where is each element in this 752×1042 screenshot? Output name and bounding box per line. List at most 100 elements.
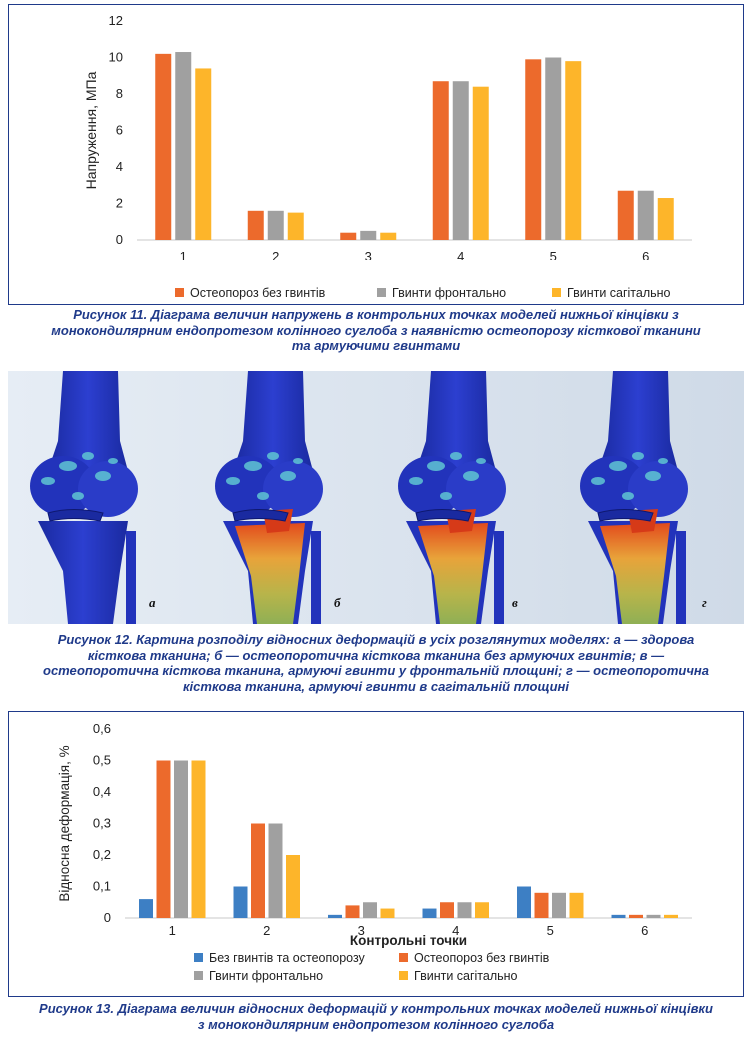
bar bbox=[611, 914, 626, 918]
y-tick-label: 10 bbox=[109, 50, 123, 65]
y-tick-label: 6 bbox=[116, 123, 123, 138]
legend-label: Гвинти фронтально bbox=[392, 286, 507, 300]
strain-patch bbox=[293, 458, 303, 464]
legend-label: Без гвинтів та остеопорозу bbox=[209, 951, 365, 965]
y-tick-label: 0,3 bbox=[93, 816, 111, 831]
figure-11-caption: Рисунок 11. Діаграма величин напружень в… bbox=[51, 307, 701, 353]
strain-patch bbox=[476, 458, 486, 464]
bar bbox=[525, 59, 542, 241]
strain-patch bbox=[226, 477, 240, 485]
femur-shaft bbox=[598, 371, 678, 471]
strain-patch bbox=[409, 477, 423, 485]
strain-patch bbox=[427, 461, 445, 471]
bar bbox=[174, 760, 188, 918]
panel-label-v: в bbox=[512, 595, 518, 610]
strain-patch bbox=[658, 458, 668, 464]
knee-model bbox=[398, 371, 506, 624]
figure-13-legend: Без гвинтів та остеопорозу Остеопороз бе… bbox=[9, 951, 742, 995]
medial-condyle bbox=[30, 456, 96, 516]
fibula bbox=[126, 531, 136, 624]
legend-label: Остеопороз без гвинтів bbox=[190, 286, 326, 300]
bar bbox=[517, 886, 531, 918]
bar bbox=[664, 914, 678, 918]
medial-condyle bbox=[580, 456, 646, 516]
legend-item: Гвинти сагітально bbox=[399, 969, 518, 983]
strain-patch bbox=[450, 452, 462, 460]
fibula bbox=[494, 531, 504, 624]
figure-11-legend: Остеопороз без гвинтів Гвинти фронтально… bbox=[9, 286, 742, 304]
bar bbox=[175, 52, 192, 241]
bar bbox=[286, 855, 300, 918]
bar bbox=[534, 892, 549, 918]
bar bbox=[422, 908, 437, 918]
stress-bar-chart: 024681012123456Контрольні точкиНапруженн… bbox=[83, 13, 692, 260]
knee-model bbox=[30, 371, 138, 624]
figure-11-chart: 024681012123456Контрольні точкиНапруженн… bbox=[8, 4, 744, 305]
bar bbox=[360, 230, 377, 240]
strain-patch bbox=[41, 477, 55, 485]
lateral-condyle bbox=[628, 461, 688, 517]
bar bbox=[139, 899, 153, 918]
bar bbox=[565, 61, 582, 241]
strain-patch bbox=[59, 461, 77, 471]
y-axis-title: Напруження, МПа bbox=[83, 71, 99, 189]
bar bbox=[637, 190, 654, 240]
legend-swatch-yellow bbox=[552, 288, 561, 298]
legend-item: Остеопороз без гвинтів bbox=[399, 951, 549, 965]
legend-item: Гвинти фронтально bbox=[377, 286, 506, 300]
y-axis-title: Відносна деформація, % bbox=[57, 745, 72, 901]
strain-patch bbox=[82, 452, 94, 460]
bar bbox=[156, 760, 171, 918]
x-tick-label: 5 bbox=[547, 923, 554, 938]
bar bbox=[247, 210, 264, 240]
legend-label: Гвинти сагітально bbox=[414, 969, 518, 983]
figure-12-caption: Рисунок 12. Картина розподілу відносних … bbox=[43, 632, 709, 694]
x-tick-label: 1 bbox=[169, 923, 176, 938]
bar bbox=[646, 914, 661, 918]
bar bbox=[617, 190, 634, 240]
y-tick-label: 0,2 bbox=[93, 847, 111, 862]
bar bbox=[328, 914, 342, 918]
tibia bbox=[38, 521, 128, 624]
strain-patch bbox=[591, 477, 605, 485]
knee-model bbox=[215, 371, 323, 624]
legend-item: Остеопороз без гвинтів bbox=[175, 286, 325, 300]
legend-label: Гвинти сагітально bbox=[567, 286, 671, 300]
strain-patch bbox=[108, 458, 118, 464]
legend-item: Гвинти сагітально bbox=[552, 286, 671, 300]
femur-shaft bbox=[416, 371, 496, 471]
y-tick-label: 0,1 bbox=[93, 879, 111, 894]
legend-item: Без гвинтів та остеопорозу bbox=[194, 951, 365, 965]
bar bbox=[432, 81, 449, 240]
knee-model bbox=[580, 371, 688, 624]
bar bbox=[287, 212, 304, 240]
x-tick-label: 3 bbox=[358, 923, 365, 938]
implant-tray bbox=[415, 509, 472, 522]
strain-patch bbox=[280, 471, 296, 481]
y-tick-label: 2 bbox=[116, 196, 123, 211]
bar bbox=[552, 892, 566, 918]
x-tick-label: 3 bbox=[365, 249, 372, 260]
bar bbox=[345, 905, 360, 918]
panel-label-a: а bbox=[149, 595, 156, 610]
strain-patch bbox=[440, 492, 452, 500]
deformation-bar-chart: 0 0,1 0,2 0,3 0,4 0,5 0,6 1 2 3 4 5 6 Контрольні точк… bbox=[57, 721, 692, 948]
y-tick-label: 0 bbox=[104, 910, 111, 925]
strain-patch bbox=[72, 492, 84, 500]
bar bbox=[545, 57, 562, 240]
legend-swatch-orange bbox=[399, 953, 408, 963]
strain-patch bbox=[95, 471, 111, 481]
x-tick-label: 1 bbox=[180, 249, 187, 260]
bar bbox=[569, 892, 584, 918]
medial-condyle bbox=[215, 456, 281, 516]
bar bbox=[629, 914, 643, 918]
femur-shaft bbox=[48, 371, 128, 471]
bar bbox=[195, 68, 212, 240]
strain-patch bbox=[244, 461, 262, 471]
lateral-condyle bbox=[446, 461, 506, 517]
bar bbox=[267, 210, 284, 240]
panel-label-g: г bbox=[702, 595, 707, 610]
medial-condyle bbox=[398, 456, 464, 516]
bar bbox=[268, 823, 283, 918]
figure-13-chart: 0 0,1 0,2 0,3 0,4 0,5 0,6 1 2 3 4 5 6 Контрольні точк… bbox=[8, 711, 744, 997]
